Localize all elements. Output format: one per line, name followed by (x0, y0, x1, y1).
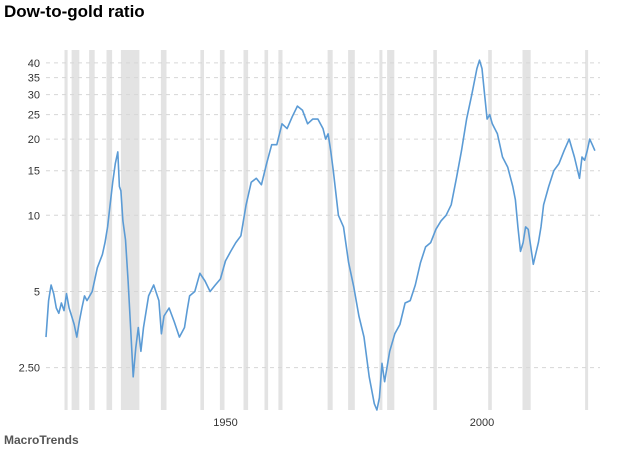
recession-band (522, 50, 531, 410)
y-tick-label: 30 (28, 90, 40, 102)
recession-band (488, 50, 492, 410)
recession-band (120, 50, 140, 410)
x-tick-label: 2000 (470, 417, 494, 429)
recession-band (219, 50, 225, 410)
y-tick-label: 5 (34, 287, 40, 299)
recession-band (387, 50, 395, 410)
recession-band (243, 50, 249, 410)
recession-band (106, 50, 113, 410)
recession-band (160, 50, 167, 410)
ratio-series (45, 59, 596, 411)
y-tick-label: 2.50 (19, 363, 40, 375)
recession-band (278, 50, 283, 410)
recession-band (585, 50, 589, 410)
recession-band (64, 50, 68, 410)
ratio-line (45, 59, 596, 411)
chart-title: Dow-to-gold ratio (4, 2, 145, 21)
recession-band (264, 50, 269, 410)
recession-band (327, 50, 333, 410)
recession-band (71, 50, 80, 410)
recession-band (348, 50, 355, 410)
y-tick-label: 35 (28, 73, 40, 85)
x-axis-ticks: 1950 2000 (213, 417, 494, 429)
brand-label: MacroTrends (4, 433, 79, 447)
y-tick-label: 40 (28, 58, 40, 70)
y-tick-label: 10 (28, 210, 40, 222)
recession-band (379, 50, 383, 410)
y-tick-label: 25 (28, 110, 40, 122)
y-tick-label: 15 (28, 166, 40, 178)
y-tick-label: 20 (28, 134, 40, 146)
x-tick-label: 1950 (213, 417, 237, 429)
recession-band (200, 50, 204, 410)
recession-bands (64, 50, 589, 410)
recession-band (89, 50, 95, 410)
y-axis-ticks: 2.50 5 10 15 20 25 30 35 40 (19, 58, 40, 375)
